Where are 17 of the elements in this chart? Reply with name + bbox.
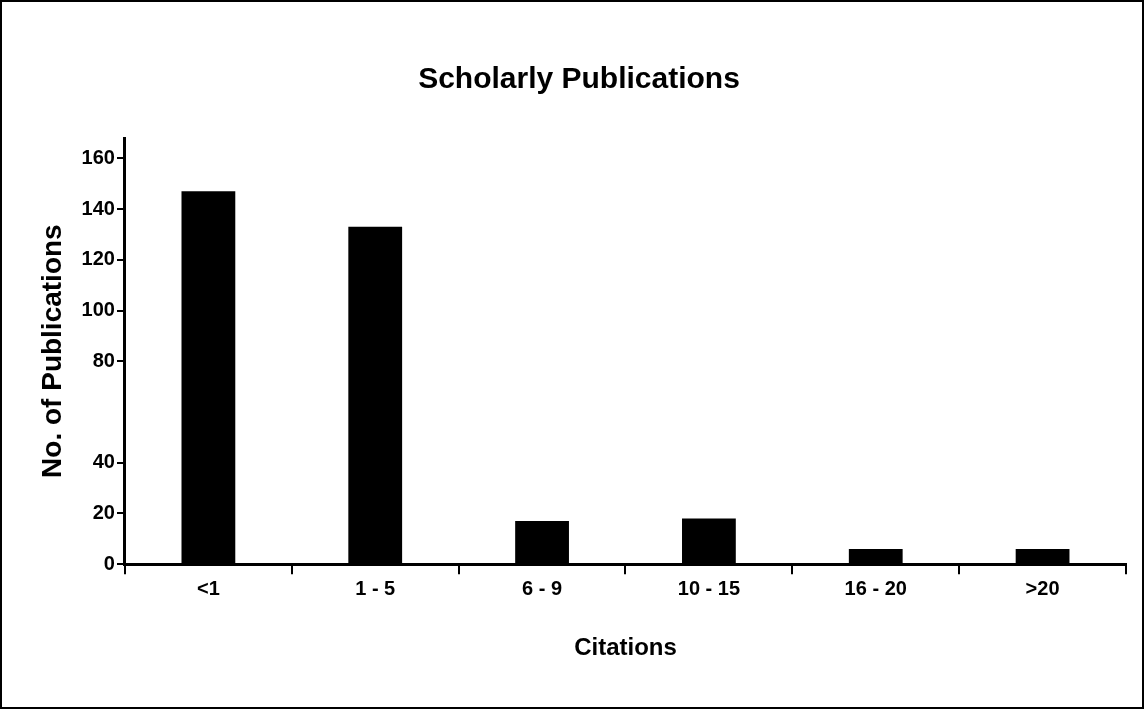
y-tick-label: 160 bbox=[81, 145, 115, 168]
x-tick-label: >20 bbox=[1025, 576, 1060, 599]
y-axis-title: No. of Publications bbox=[35, 224, 67, 478]
x-tick-label: 16 - 20 bbox=[844, 576, 907, 599]
y-tick-label: 40 bbox=[92, 450, 115, 473]
x-tick-label: 1 - 5 bbox=[355, 576, 396, 599]
y-tick-label: 20 bbox=[92, 500, 115, 523]
x-tick-label: 10 - 15 bbox=[677, 576, 741, 599]
chart-title: Scholarly Publications bbox=[418, 61, 740, 95]
x-tick-label: 6 - 9 bbox=[522, 576, 563, 599]
y-tick-label: 80 bbox=[92, 348, 115, 371]
y-tick-label: 140 bbox=[81, 196, 115, 219]
x-tick-label: <1 bbox=[196, 576, 220, 599]
y-tick-label: 120 bbox=[81, 247, 115, 270]
x-axis-title: Citations bbox=[574, 633, 677, 661]
y-tick-label: 0 bbox=[103, 551, 115, 574]
y-tick-label: 100 bbox=[81, 298, 115, 321]
